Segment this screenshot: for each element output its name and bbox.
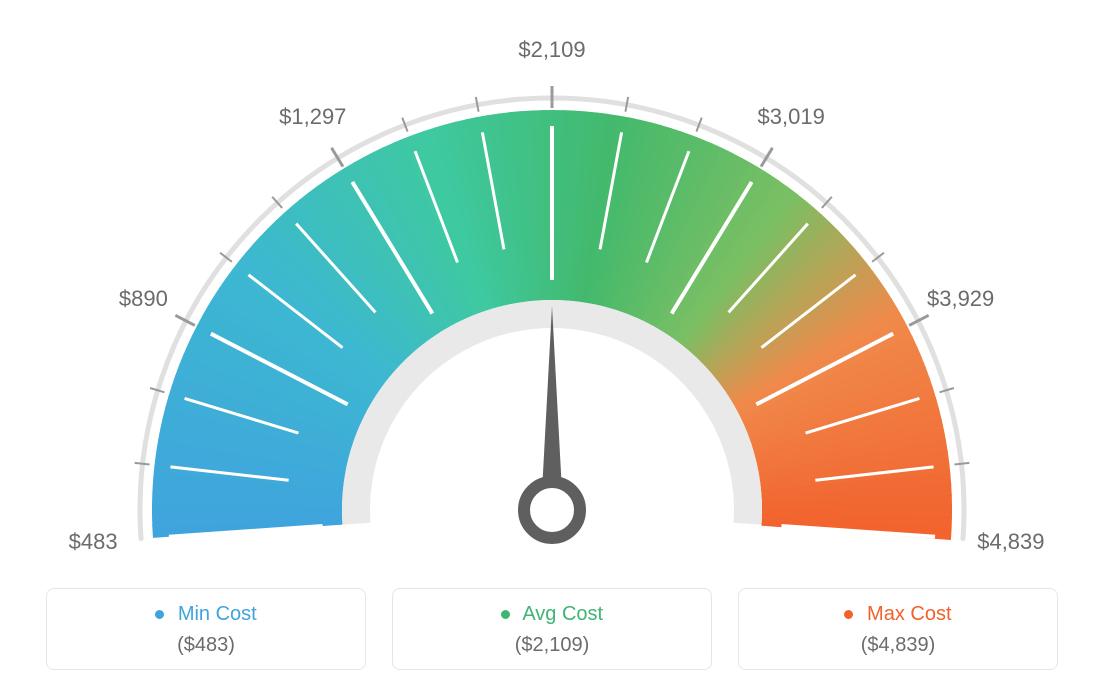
legend-value-avg: ($2,109) bbox=[403, 634, 701, 657]
gauge-tick-label: $2,109 bbox=[518, 37, 585, 63]
gauge-tick-label: $890 bbox=[119, 286, 168, 312]
gauge-tick-label: $1,297 bbox=[279, 104, 346, 130]
cost-gauge-chart: $483 $890 $1,297 $2,109 $3,019 $3,929 $4,839 bbox=[0, 0, 1104, 560]
legend-dot-avg bbox=[501, 610, 510, 619]
legend-title-max: Max Cost bbox=[867, 603, 951, 625]
legend-value-min: ($483) bbox=[57, 634, 355, 657]
legend-title-avg: Avg Cost bbox=[522, 603, 603, 625]
legend-card-avg: Avg Cost ($2,109) bbox=[392, 588, 712, 670]
legend-dot-min bbox=[155, 610, 164, 619]
legend-card-max: Max Cost ($4,839) bbox=[738, 588, 1058, 670]
legend-title-min: Min Cost bbox=[178, 603, 257, 625]
gauge-tick-label: $3,019 bbox=[758, 104, 825, 130]
legend-row: Min Cost ($483) Avg Cost ($2,109) Max Co… bbox=[0, 588, 1104, 670]
gauge-tick-label: $4,839 bbox=[977, 529, 1044, 555]
gauge-tick-label: $483 bbox=[69, 529, 118, 555]
legend-card-min: Min Cost ($483) bbox=[46, 588, 366, 670]
gauge-tick-label: $3,929 bbox=[927, 286, 994, 312]
legend-value-max: ($4,839) bbox=[749, 634, 1047, 657]
legend-dot-max bbox=[844, 610, 853, 619]
